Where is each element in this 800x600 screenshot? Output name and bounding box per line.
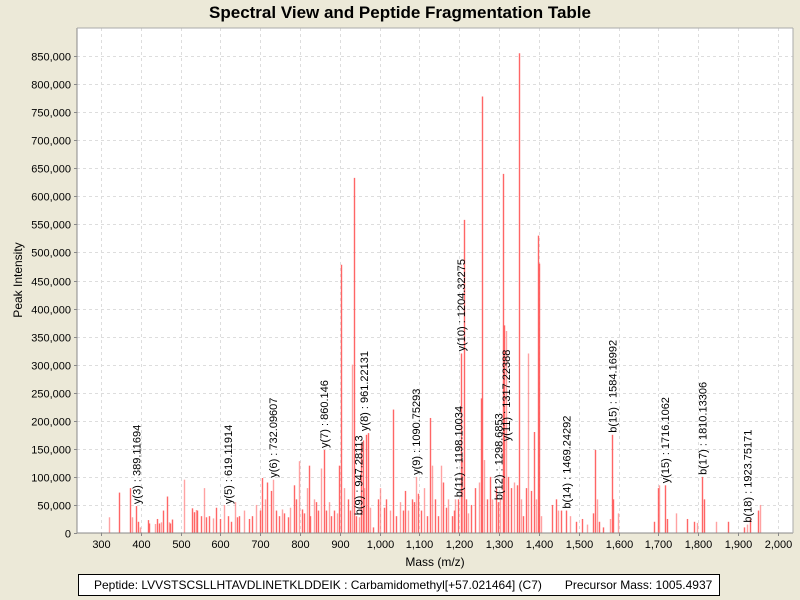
- x-tick-label: 1,900: [725, 539, 753, 551]
- x-tick-label: 1,400: [526, 539, 554, 551]
- fragment-annotation: b(11) : 1198.10034: [454, 406, 466, 497]
- fragment-annotation: b(14) : 1469.24292: [562, 416, 574, 509]
- fragment-annotation: y(8) : 961.22131: [359, 351, 371, 431]
- y-tick-label: 400,000: [31, 305, 71, 317]
- x-tick-label: 1,600: [606, 539, 634, 551]
- y-tick-label: 250,000: [31, 389, 71, 401]
- x-tick-label: 400: [132, 539, 150, 551]
- x-tick-label: 1,500: [566, 539, 594, 551]
- fragment-annotation: y(5) : 619.11914: [223, 425, 235, 504]
- y-tick-label: 450,000: [31, 277, 71, 289]
- x-tick-label: 2,000: [765, 539, 793, 551]
- fragment-annotation: y(9) : 1090.75293: [411, 389, 423, 475]
- peaks: [108, 53, 762, 533]
- y-tick-label: 600,000: [31, 192, 71, 204]
- x-tick-label: 300: [92, 539, 110, 551]
- chart-title: Spectral View and Peptide Fragmentation …: [209, 3, 591, 22]
- x-tick-label: 1,300: [486, 539, 514, 551]
- fragment-annotation: b(17) : 1810.13306: [697, 382, 709, 475]
- peptide-sequence: Peptide: LVVSTSCSLLHTAVDLINETKLDDEIK : C…: [94, 578, 542, 592]
- y-tick-label: 300,000: [31, 361, 71, 373]
- annotations: y(3) : 389.11694 y(5) : 619.11914 y(6) : 7…: [131, 259, 754, 523]
- x-ticks: 300 400 500 600 700 800 900 1,000 1,100 1,200 1,30…: [92, 533, 792, 551]
- x-tick-label: 800: [291, 539, 309, 551]
- x-tick-label: 1,200: [446, 539, 474, 551]
- y-axis-label: Peak Intensity: [11, 242, 25, 317]
- fragment-annotation: y(3) : 389.11694: [131, 425, 143, 504]
- plot-area: [77, 28, 793, 533]
- y-tick-label: 550,000: [31, 220, 71, 232]
- x-tick-label: 1,800: [685, 539, 713, 551]
- y-tick-label: 650,000: [31, 164, 71, 176]
- fragment-annotation: y(10) : 1204.32275: [456, 259, 468, 351]
- x-tick-label: 600: [211, 539, 229, 551]
- x-axis-label: Mass (m/z): [405, 555, 464, 569]
- x-tick-label: 500: [172, 539, 190, 551]
- fragment-annotation: b(18) : 1923.75171: [743, 430, 755, 523]
- y-tick-label: 100,000: [31, 473, 71, 485]
- precursor-mass: Precursor Mass: 1005.4937: [564, 578, 713, 592]
- fragment-annotation: b(12) : 1298.6853: [494, 413, 506, 500]
- x-tick-label: 1,000: [367, 539, 395, 551]
- peptide-info-box: Peptide: LVVSTSCSLLHTAVDLINETKLDDEIK : C…: [78, 574, 720, 596]
- fragment-annotation: b(9) : 947.28113: [354, 435, 366, 515]
- fragment-annotation: y(11) : 1317.22388: [501, 350, 513, 442]
- y-tick-label: 750,000: [31, 108, 71, 120]
- x-tick-label: 900: [331, 539, 349, 551]
- fragment-annotation: y(15) : 1716.1062: [660, 397, 672, 483]
- y-tick-label: 150,000: [31, 445, 71, 457]
- x-tick-label: 700: [251, 539, 269, 551]
- fragment-annotation: y(6) : 732.09607: [268, 398, 280, 478]
- y-ticks: 0 50,000 100,000 150,000 200,000 250,000 300,0…: [31, 52, 77, 541]
- y-tick-label: 850,000: [31, 52, 71, 64]
- x-tick-label: 1,700: [645, 539, 673, 551]
- y-tick-label: 350,000: [31, 333, 71, 345]
- fragment-annotation: y(7) : 860.146: [319, 380, 331, 448]
- y-tick-label: 700,000: [31, 136, 71, 148]
- y-tick-label: 800,000: [31, 80, 71, 92]
- y-tick-label: 50,000: [37, 501, 71, 513]
- y-tick-label: 200,000: [31, 417, 71, 429]
- x-tick-label: 1,100: [406, 539, 434, 551]
- y-tick-label: 500,000: [31, 248, 71, 260]
- fragment-annotation: b(15) : 1584.16992: [607, 340, 619, 433]
- y-tick-label: 0: [65, 529, 71, 541]
